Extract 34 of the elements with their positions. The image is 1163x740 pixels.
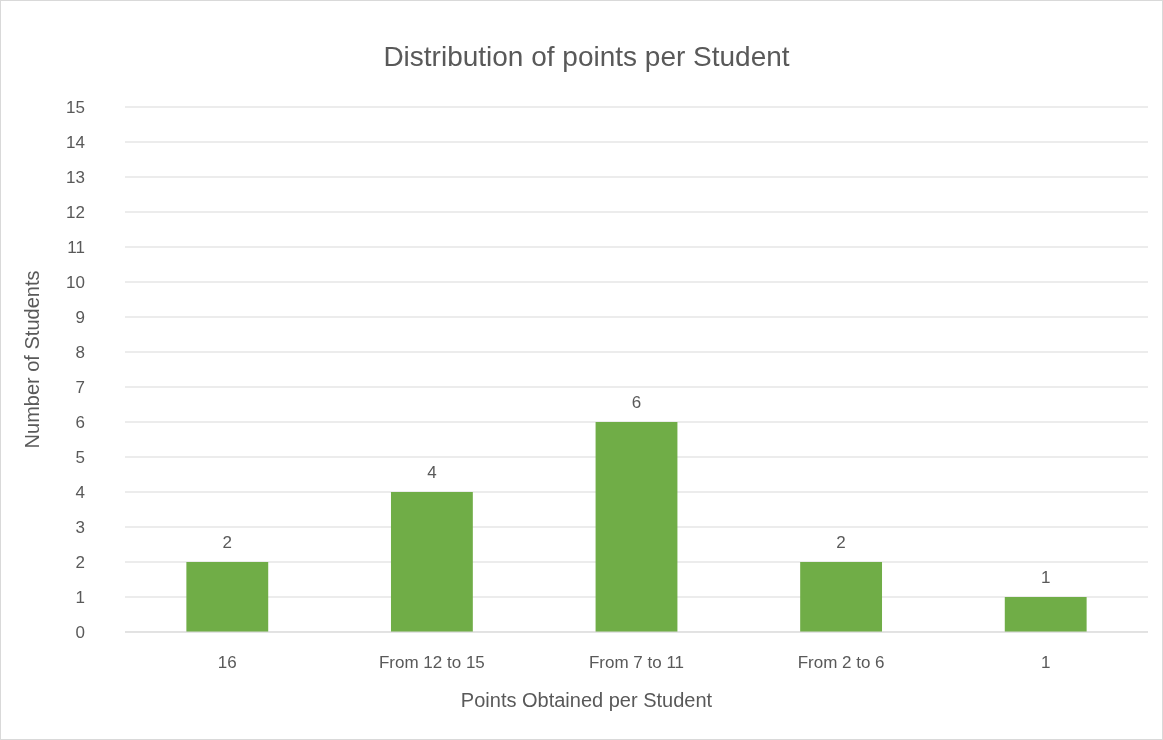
bar bbox=[595, 422, 678, 632]
y-tick-label: 10 bbox=[66, 272, 85, 292]
y-tick-label: 2 bbox=[75, 552, 85, 572]
y-tick-label: 1 bbox=[75, 587, 85, 607]
y-tick-label: 8 bbox=[75, 342, 85, 362]
bar bbox=[390, 492, 473, 632]
y-tick-label: 0 bbox=[75, 622, 85, 642]
x-tick-label: 16 bbox=[217, 652, 237, 672]
y-tick-label: 9 bbox=[75, 307, 85, 327]
y-tick-label: 5 bbox=[75, 447, 85, 467]
y-tick-label: 13 bbox=[66, 167, 85, 187]
y-tick-label: 6 bbox=[75, 412, 85, 432]
y-tick-label: 4 bbox=[75, 482, 85, 502]
y-axis-title: Number of Students bbox=[21, 270, 43, 449]
bar bbox=[186, 562, 269, 632]
y-tick-label: 12 bbox=[66, 202, 85, 222]
x-tick-label: From 2 to 6 bbox=[797, 652, 885, 672]
y-tick-label: 14 bbox=[66, 132, 85, 152]
bar bbox=[1004, 597, 1087, 632]
x-tick-label: 1 bbox=[1040, 652, 1051, 672]
x-tick-label: From 7 to 11 bbox=[588, 652, 685, 672]
data-label: 1 bbox=[1040, 568, 1051, 587]
data-label: 2 bbox=[836, 533, 846, 552]
data-label: 4 bbox=[427, 463, 437, 482]
y-tick-label: 11 bbox=[67, 237, 85, 257]
bar bbox=[800, 562, 883, 632]
x-axis-title: Points Obtained per Student bbox=[460, 689, 713, 711]
x-tick-label: From 12 to 15 bbox=[378, 652, 485, 672]
chart-title: Distribution of points per Student bbox=[383, 41, 790, 72]
y-tick-label: 7 bbox=[75, 377, 85, 397]
data-label: 6 bbox=[631, 393, 642, 412]
data-label: 2 bbox=[222, 533, 233, 552]
y-tick-label: 15 bbox=[66, 97, 85, 117]
y-tick-label: 3 bbox=[75, 517, 85, 537]
